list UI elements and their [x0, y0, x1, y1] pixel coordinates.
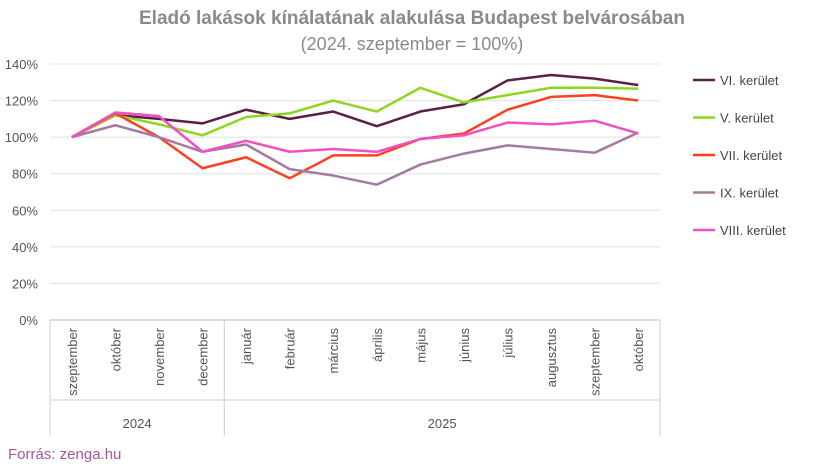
x-tick-label: március: [326, 328, 341, 374]
x-tick-label: május: [413, 328, 428, 363]
series-line: [71, 124, 639, 186]
legend-label: VIII. kerület: [720, 223, 786, 238]
y-tick-label: 120%: [5, 94, 39, 109]
series-line: [71, 93, 639, 180]
chart-subtitle: (2024. szeptember = 100%): [301, 34, 524, 54]
y-tick-label: 0%: [19, 313, 38, 328]
x-tick-label: február: [283, 327, 298, 369]
x-tick-label: április: [370, 328, 385, 362]
series-line: [71, 111, 639, 154]
chart-title: Eladó lakások kínálatának alakulása Buda…: [139, 8, 685, 29]
x-tick-label: január: [239, 327, 254, 365]
x-tick-label: október: [108, 327, 123, 371]
y-tick-label: 40%: [12, 240, 38, 255]
x-tick-label: augusztus: [544, 328, 559, 388]
x-tick-label: július: [501, 328, 516, 359]
series-line: [71, 73, 639, 139]
x-tick-label: november: [152, 327, 167, 385]
y-tick-label: 100%: [5, 130, 39, 145]
x-tick-label: december: [196, 327, 211, 385]
legend-label: IX. kerület: [720, 186, 779, 201]
legend-label: VI. kerület: [720, 73, 779, 88]
year-label: 2024: [123, 416, 152, 431]
source-note: Forrás: zenga.hu: [8, 446, 121, 463]
legend-label: VII. kerület: [720, 148, 783, 163]
series-line: [71, 86, 639, 139]
legend-label: V. kerület: [720, 111, 774, 126]
x-tick-label: június: [457, 328, 472, 363]
y-tick-label: 80%: [12, 167, 38, 182]
y-tick-label: 140%: [5, 57, 39, 72]
year-label: 2025: [428, 416, 457, 431]
x-tick-label: október: [631, 327, 646, 371]
x-tick-label: szeptember: [588, 327, 603, 396]
y-tick-label: 60%: [12, 203, 38, 218]
x-tick-label: szeptember: [65, 327, 80, 396]
y-tick-label: 20%: [12, 276, 38, 291]
